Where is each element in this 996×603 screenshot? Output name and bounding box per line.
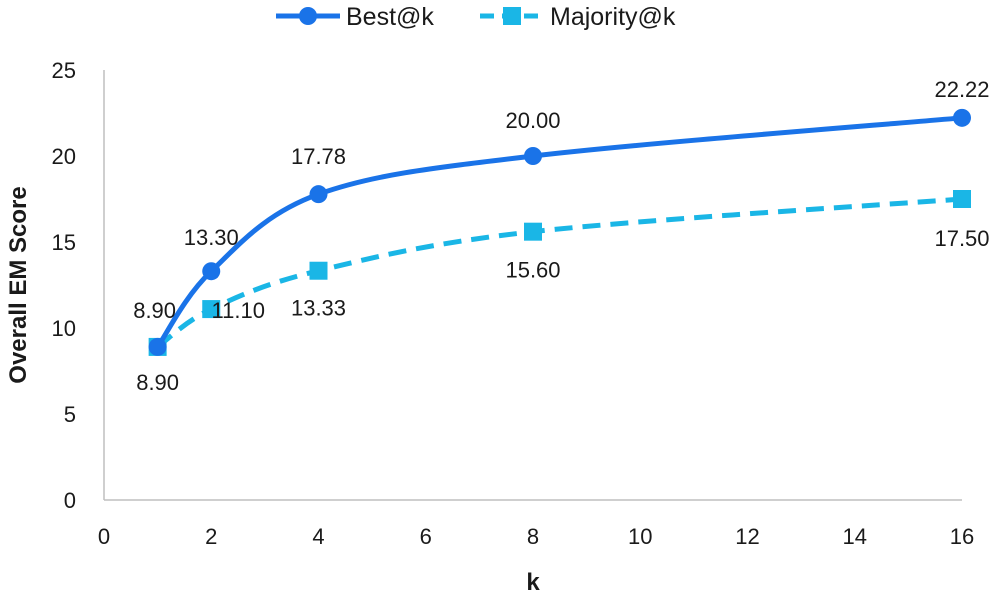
y-axis-title: Overall EM Score: [5, 186, 32, 383]
legend-marker-circle-icon: [299, 7, 317, 25]
best-at-k-label: 22.22: [934, 77, 989, 102]
best-at-k-point: [309, 185, 328, 204]
y-tick-label: 25: [52, 58, 76, 83]
majority-at-k-label: 13.33: [291, 296, 346, 321]
tick-labels: 0 5 10 15 20 25 0 2 4 6 8 10 12 14 16: [52, 58, 975, 549]
y-tick-label: 0: [64, 488, 76, 513]
best-at-k-point: [524, 147, 542, 165]
axes: [103, 70, 962, 501]
best-at-k-point: [953, 108, 971, 127]
best-at-k-point: [202, 262, 221, 281]
data-labels: 8.90 13.30 17.78 20.00 22.22 8.90 11.10 13.33 15…: [133, 77, 989, 395]
legend: Best@k Majority@k: [276, 3, 676, 31]
x-tick-label: 0: [98, 524, 110, 549]
y-tick-label: 20: [52, 144, 76, 169]
majority-at-k-point: [524, 222, 542, 241]
majority-at-k-label: 15.60: [505, 258, 560, 283]
x-tick-label: 16: [950, 524, 974, 549]
majority-at-k-label: 11.10: [212, 298, 265, 323]
majority-at-k-point: [309, 261, 328, 280]
best-at-k-label: 13.30: [184, 225, 239, 250]
majority-at-k-label: 8.90: [136, 370, 179, 395]
majority-at-k-point: [953, 190, 971, 208]
best-at-k-label: 20.00: [505, 108, 560, 133]
x-axis-title: k: [526, 569, 540, 596]
legend-marker-square-icon: [503, 7, 521, 25]
series-line-best-k: [155, 115, 963, 349]
best-at-k-label: 17.78: [291, 144, 346, 169]
y-tick-label: 10: [52, 316, 76, 341]
y-tick-label: 5: [64, 402, 76, 427]
x-tick-label: 12: [735, 524, 759, 549]
best-at-k-label: 8.90: [133, 298, 176, 323]
majority-at-k-point: [202, 300, 221, 319]
majority-at-k-label: 17.50: [934, 226, 989, 251]
x-tick-label: 4: [312, 524, 324, 549]
legend-label: Best@k: [346, 3, 434, 31]
x-tick-label: 8: [527, 524, 539, 549]
x-tick-label: 2: [205, 524, 217, 549]
series-group: [148, 108, 971, 356]
best-at-k-point: [148, 337, 167, 356]
legend-label: Majority@k: [550, 3, 676, 31]
y-tick-label: 15: [52, 230, 76, 255]
x-tick-label: 10: [628, 524, 652, 549]
x-tick-label: 14: [843, 524, 867, 549]
x-tick-label: 6: [420, 524, 432, 549]
